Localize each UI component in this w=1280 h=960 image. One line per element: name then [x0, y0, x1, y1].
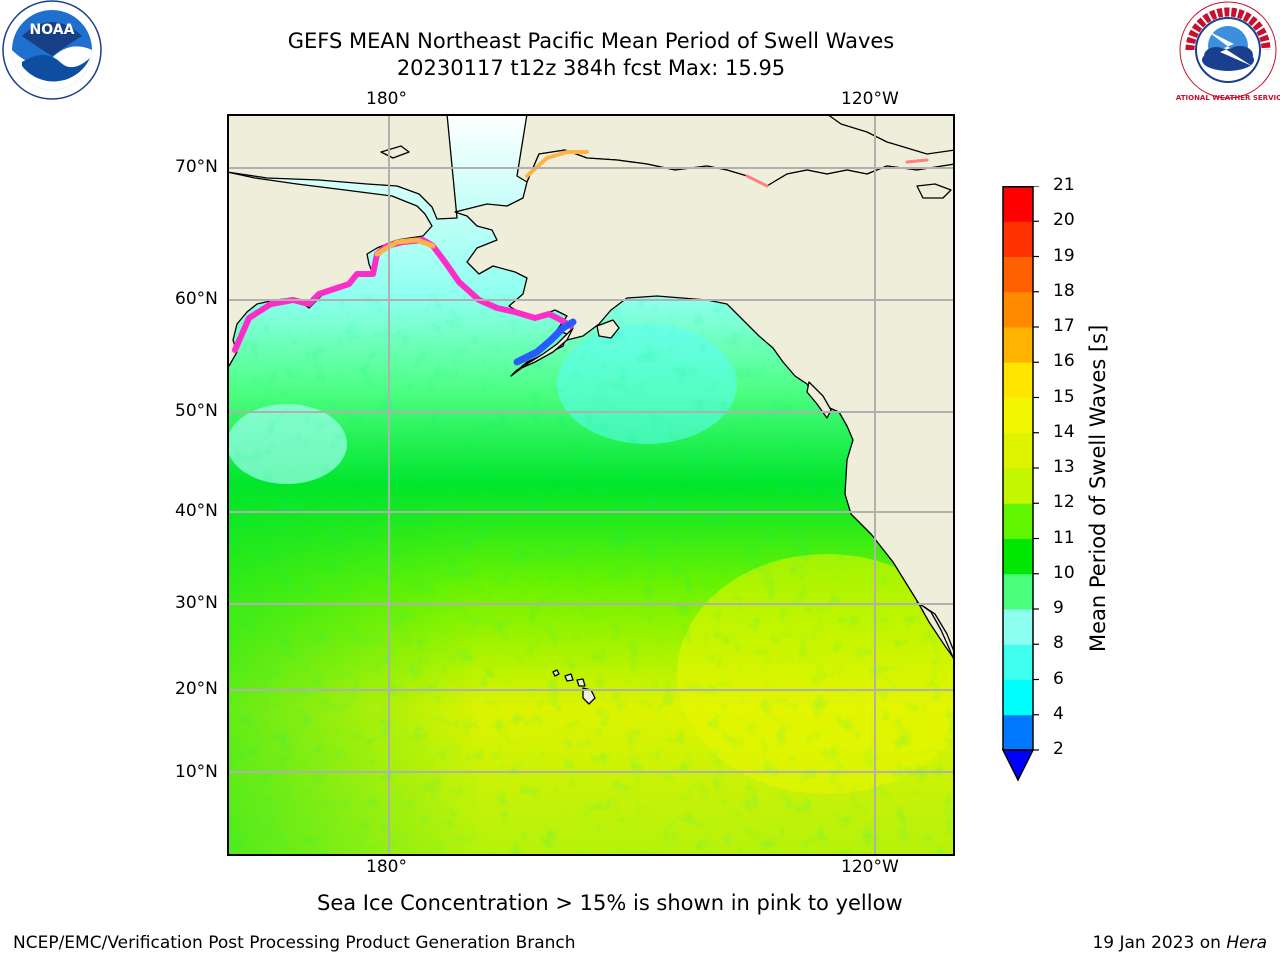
- colorbar-segment: [1003, 221, 1033, 257]
- title-line-2: 20230117 t12z 384h fcst Max: 15.95: [396, 56, 786, 80]
- land-arctic-island-2: [916, 183, 952, 199]
- colorbar-tick-label: 18: [1053, 280, 1075, 301]
- colorbar-tick-label: 14: [1053, 421, 1075, 442]
- colorbar-segment: [1003, 503, 1033, 539]
- footer-date-text: 19 Jan 2023 on: [1092, 933, 1221, 953]
- colorbar-tick-label: 2: [1053, 739, 1064, 759]
- noaa-logo-text: NOAA: [30, 22, 75, 38]
- colorbar-segment: [1003, 397, 1033, 434]
- sea-ice-caption: Sea Ice Concentration > 15% is shown in …: [317, 891, 903, 915]
- colorbar-segment: [1003, 256, 1033, 293]
- colorbar-segment: [1003, 573, 1033, 610]
- colorbar-segment: [1003, 679, 1033, 716]
- lon-label-top-180: 180°: [366, 89, 407, 109]
- nws-logo: NATIONAL WEATHER SERVICE: [1176, 1, 1280, 102]
- colorbar-segment: [1003, 609, 1033, 645]
- colorbar-tick-label: 19: [1053, 245, 1075, 266]
- colorbar-tick-label: 4: [1053, 703, 1064, 724]
- land-vancouver-island: [806, 381, 832, 419]
- colorbar-title: Mean Period of Swell Waves [s]: [1086, 324, 1110, 652]
- land-chukotka: [227, 114, 458, 220]
- colorbar-segment: [1003, 186, 1033, 222]
- lat-label-60n: 60°N: [175, 289, 218, 309]
- colorbar-segment: [1003, 362, 1033, 398]
- colorbar-tick-label: 13: [1053, 457, 1075, 477]
- colorbar-tick-label: 20: [1053, 210, 1075, 231]
- noaa-logo: NOAA: [2, 0, 102, 100]
- land: [227, 114, 955, 705]
- lon-label-top-120w: 120°W: [841, 89, 899, 109]
- land-hawaii-1: [552, 669, 560, 677]
- lat-label-20n: 20°N: [175, 679, 218, 699]
- map-plot: [227, 114, 955, 856]
- colorbar-segment: [1003, 291, 1033, 328]
- lat-label-10n: 10°N: [175, 762, 218, 782]
- colorbar-tick-label: 12: [1053, 492, 1075, 513]
- colorbar-segment: [1003, 432, 1033, 469]
- colorbar-segment: [1003, 468, 1033, 504]
- colorbar-tick-label: 11: [1053, 527, 1075, 548]
- colorbar-tick-label: 16: [1053, 351, 1075, 372]
- colorbar-under-triangle: [1001, 749, 1035, 782]
- colorbar-segment: [1003, 644, 1033, 680]
- colorbar-segment: [1003, 538, 1033, 575]
- lon-label-bottom-120w: 120°W: [841, 857, 899, 877]
- land-kodiak: [596, 319, 620, 339]
- colorbar-segment: [1003, 327, 1033, 363]
- colorbar-tick-label: 6: [1053, 668, 1064, 689]
- colorbar-tick-label: 10: [1053, 562, 1075, 583]
- title-line-1: GEFS MEAN Northeast Pacific Mean Period …: [287, 29, 895, 53]
- footer-credit: NCEP/EMC/Verification Post Processing Pr…: [13, 933, 576, 953]
- map-frame: [227, 114, 955, 856]
- lat-label-40n: 40°N: [175, 501, 218, 521]
- sea-ice-bering-orange: [374, 237, 436, 257]
- lat-label-30n: 30°N: [175, 593, 218, 613]
- colorbar-tick-label: 8: [1053, 633, 1064, 654]
- land-hawaii-3: [576, 678, 586, 687]
- colorbar-tick-label: 9: [1053, 598, 1064, 618]
- land-baja: [916, 601, 955, 663]
- nws-logo-text: NATIONAL WEATHER SERVICE: [1176, 94, 1280, 102]
- sea-ice-bristol-blue: [513, 318, 577, 366]
- footer-date: 19 Jan 2023 on Hera: [1092, 933, 1267, 953]
- colorbar-tick-label: 17: [1053, 316, 1075, 336]
- land-arctic-islands: [826, 114, 955, 155]
- colorbar-tick-label: 15: [1053, 386, 1075, 407]
- colorbar-tick-label: 21: [1053, 175, 1075, 195]
- colorbar-segment: [1003, 714, 1033, 751]
- lon-label-bottom-180: 180°: [366, 857, 407, 877]
- grid-lines: [227, 114, 955, 856]
- lat-label-50n: 50°N: [175, 401, 218, 421]
- colorbar: [1001, 186, 1039, 782]
- sea-ice-arctic-coast-2: [745, 158, 929, 188]
- lat-label-70n: 70°N: [175, 157, 218, 177]
- land-hawaii-2: [564, 673, 574, 682]
- footer-machine: Hera: [1226, 933, 1267, 953]
